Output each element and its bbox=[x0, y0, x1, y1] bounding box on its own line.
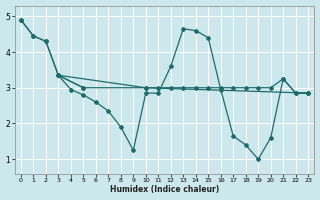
X-axis label: Humidex (Indice chaleur): Humidex (Indice chaleur) bbox=[110, 185, 219, 194]
